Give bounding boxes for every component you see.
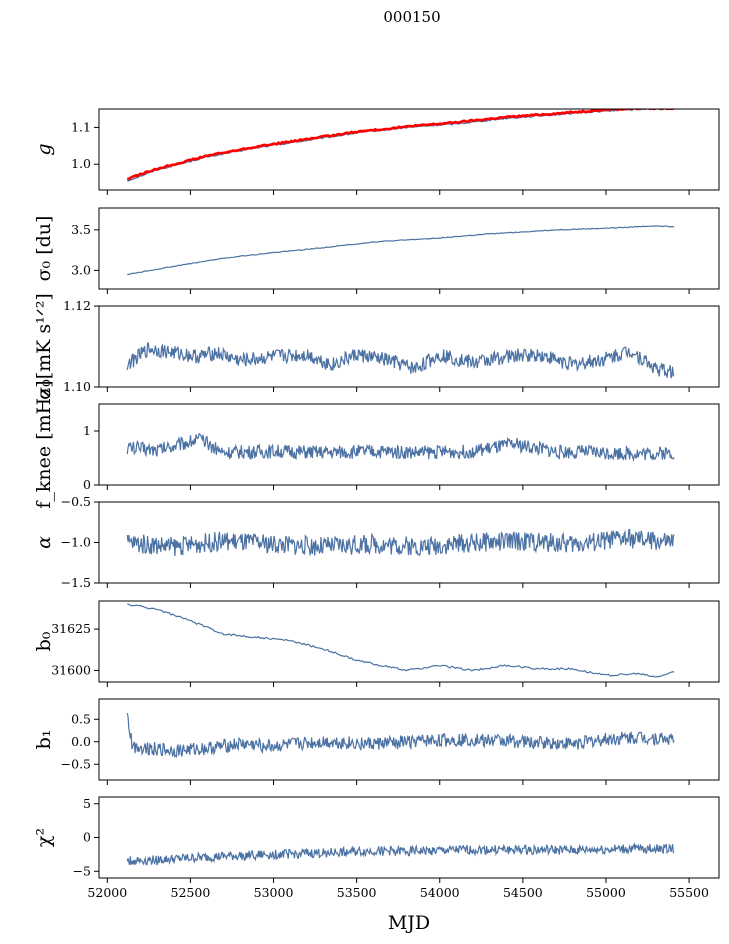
y-tick-label: 1.0 bbox=[71, 156, 91, 171]
y-tick-label: 3.5 bbox=[71, 222, 91, 237]
y-axis-label: χ² bbox=[33, 828, 55, 847]
y-tick-label: 31625 bbox=[51, 621, 91, 636]
y-tick-label: −0.5 bbox=[61, 494, 91, 509]
panel-8: −5 0 5 52000 52500 53000 53500 54000 54500 55000 5… bbox=[33, 796, 720, 900]
panel-5: −1.5 −1.0 −0.5 α bbox=[33, 494, 720, 590]
y-tick-label: 0.0 bbox=[71, 734, 91, 749]
plot-frame bbox=[98, 207, 720, 290]
series-line-7-1 bbox=[126, 713, 675, 759]
y-tick-label: 0 bbox=[83, 830, 91, 845]
y-tick-label: 31600 bbox=[51, 662, 91, 677]
y-axis-label: σ₀ [du] bbox=[33, 216, 55, 282]
plot-frame bbox=[98, 403, 720, 486]
y-tick-label: 0 bbox=[83, 477, 91, 492]
x-axis-label: MJD bbox=[388, 912, 430, 934]
plot-frame bbox=[98, 305, 720, 388]
x-tick-label: 54000 bbox=[420, 885, 460, 900]
x-tick-label: 52000 bbox=[87, 885, 127, 900]
plot-frame bbox=[98, 698, 720, 781]
series-line-4-1 bbox=[126, 432, 675, 463]
x-tick-label: 52500 bbox=[171, 885, 211, 900]
panel-4: 0 1 f_knee [mHz] bbox=[33, 380, 720, 509]
plot-frame bbox=[98, 796, 720, 879]
y-axis-label: g bbox=[33, 143, 55, 155]
series-line-8-1 bbox=[126, 842, 675, 866]
x-tick-label: 55000 bbox=[586, 885, 626, 900]
y-tick-label: −1.0 bbox=[61, 535, 91, 550]
figure-title: 000150 bbox=[383, 8, 440, 26]
series-line-1-1 bbox=[127, 109, 675, 182]
y-axis-label: b₁ bbox=[33, 730, 55, 750]
plot-frame bbox=[98, 600, 720, 683]
y-axis-label: α bbox=[33, 536, 55, 549]
y-tick-label: 5 bbox=[83, 796, 91, 811]
panel-1: 1.0 1.1 g bbox=[33, 108, 720, 195]
y-tick-label: 1.1 bbox=[71, 119, 91, 134]
y-tick-label: 3.0 bbox=[71, 262, 91, 277]
y-tick-label: −5 bbox=[73, 863, 91, 878]
panel-3: 1.10 1.12 σ₀[mK s¹ᐟ²] bbox=[33, 293, 720, 400]
y-tick-label: −0.5 bbox=[61, 756, 91, 771]
y-tick-label: −1.5 bbox=[61, 575, 91, 590]
panel-2: 3.0 3.5 σ₀ [du] bbox=[33, 207, 720, 294]
x-tick-label: 54500 bbox=[503, 885, 543, 900]
plot-frame bbox=[98, 108, 720, 191]
x-tick-label: 55500 bbox=[669, 885, 709, 900]
series-line-5-1 bbox=[126, 528, 675, 557]
series-line-2-1 bbox=[127, 225, 675, 276]
panel-7: −0.5 0.0 0.5 b₁ bbox=[33, 698, 720, 785]
y-tick-label: 0.5 bbox=[71, 711, 91, 726]
y-tick-label: 1 bbox=[83, 423, 91, 438]
x-tick-label: 53500 bbox=[337, 885, 377, 900]
series-line-6-1 bbox=[127, 603, 675, 678]
y-tick-label: 1.10 bbox=[63, 379, 91, 394]
y-axis-label: f_knee [mHz] bbox=[33, 380, 55, 508]
y-axis-label: σ₀[mK s¹ᐟ²] bbox=[33, 293, 55, 400]
y-tick-label: 1.12 bbox=[63, 298, 91, 313]
x-tick-label: 53000 bbox=[254, 885, 294, 900]
y-axis-label: b₀ bbox=[33, 631, 55, 651]
series-line-1-2 bbox=[126, 109, 675, 181]
series-line-3-1 bbox=[126, 342, 675, 379]
